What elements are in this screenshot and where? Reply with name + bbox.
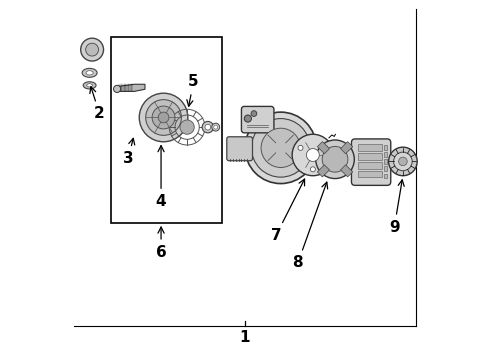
Polygon shape (341, 165, 353, 177)
Circle shape (152, 106, 175, 129)
Text: 4: 4 (156, 145, 167, 209)
Text: 6: 6 (156, 227, 167, 260)
Circle shape (310, 167, 316, 172)
Ellipse shape (212, 123, 220, 131)
Text: 7: 7 (271, 179, 305, 243)
Polygon shape (318, 165, 329, 177)
Circle shape (261, 128, 300, 167)
FancyBboxPatch shape (227, 137, 252, 161)
Bar (384, 152, 387, 157)
Circle shape (306, 149, 319, 161)
Text: 2: 2 (90, 87, 105, 121)
Circle shape (389, 147, 417, 176)
Circle shape (139, 93, 188, 142)
Circle shape (146, 100, 181, 135)
Text: 1: 1 (240, 330, 250, 345)
Bar (384, 159, 387, 164)
Polygon shape (341, 141, 353, 154)
Circle shape (114, 85, 121, 93)
Circle shape (180, 120, 194, 134)
Bar (358, 162, 382, 168)
Bar (358, 153, 382, 159)
Polygon shape (118, 84, 145, 91)
Bar (384, 174, 387, 178)
Circle shape (292, 134, 334, 176)
Ellipse shape (87, 84, 93, 87)
Ellipse shape (82, 68, 97, 77)
Text: 8: 8 (293, 182, 328, 270)
Text: 5: 5 (187, 74, 199, 106)
Ellipse shape (214, 125, 218, 129)
Bar (358, 144, 382, 151)
FancyBboxPatch shape (242, 107, 274, 133)
Circle shape (86, 43, 98, 56)
Circle shape (393, 152, 412, 171)
Ellipse shape (83, 82, 96, 89)
Ellipse shape (86, 71, 93, 75)
Circle shape (323, 145, 328, 150)
Circle shape (81, 38, 103, 61)
Circle shape (251, 118, 310, 177)
Circle shape (245, 115, 251, 122)
Text: 9: 9 (389, 180, 404, 235)
Circle shape (251, 111, 257, 116)
Bar (384, 166, 387, 171)
FancyBboxPatch shape (351, 139, 391, 185)
Circle shape (322, 147, 348, 172)
Circle shape (398, 157, 407, 166)
Circle shape (158, 112, 169, 123)
Circle shape (245, 112, 317, 184)
Ellipse shape (202, 121, 214, 133)
Bar (384, 145, 387, 150)
Bar (111, 37, 222, 223)
Circle shape (316, 140, 354, 179)
Ellipse shape (205, 124, 211, 130)
Circle shape (298, 145, 303, 150)
Bar (358, 171, 382, 177)
Text: 3: 3 (123, 138, 135, 166)
Polygon shape (318, 141, 329, 154)
